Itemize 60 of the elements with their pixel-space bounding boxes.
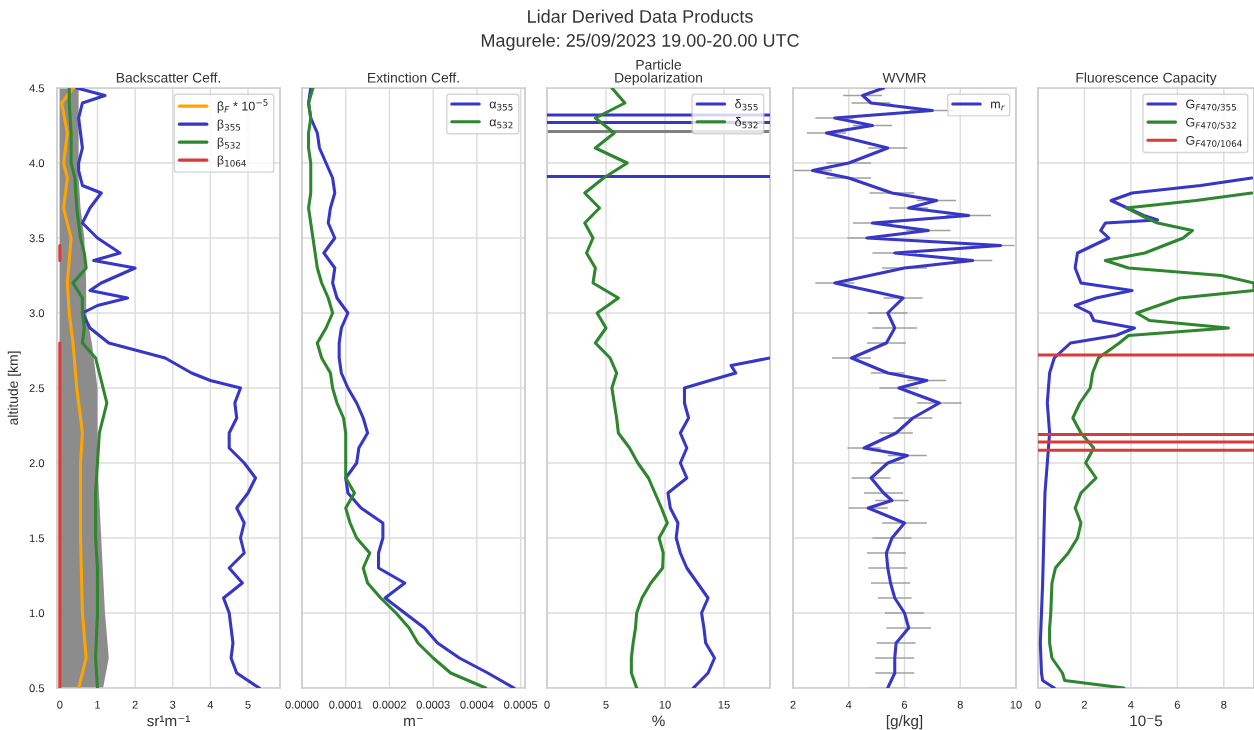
legend-label: m$_{r}$	[991, 101, 1005, 111]
legend-label: β$_{355}$	[217, 119, 241, 132]
text: Magurele: 25/09/2023 19.00-20.00 UTC	[481, 33, 799, 51]
y-tick-label: 1.0	[29, 609, 45, 618]
chart-title: Extinction Ceff.	[368, 72, 459, 83]
legend-label: G$_{F470/1064}$	[1186, 135, 1242, 148]
x-tick-label: 6	[901, 700, 908, 709]
chart-title: Backscatter Ceff.	[116, 72, 220, 83]
x-axis-title: 10⁻5	[1130, 715, 1163, 727]
legend-label: G$_{F470/532}$	[1186, 117, 1236, 130]
x-tick-label: 0.0005	[504, 700, 538, 709]
legend-label: α$_{532}$	[489, 119, 513, 129]
x-tick-label: 1	[95, 700, 101, 709]
x-tick-label: 5	[603, 700, 609, 709]
chart-title: Particle Depolarization	[615, 59, 702, 86]
x-tick-label: 0.0000	[285, 700, 319, 709]
x-tick-label: 0.0004	[460, 700, 494, 709]
legend-label: β$_{F}$ * 10$^{−5}$	[217, 99, 268, 114]
x-tick-label: 4	[1128, 700, 1134, 709]
x-tick-label: 15	[718, 700, 730, 709]
x-tick-label: 4	[845, 700, 852, 709]
chart-title: Fluorescence Capacity	[1076, 72, 1217, 86]
text: Lidar Derived Data Products	[528, 9, 753, 23]
x-tick-label: 3	[170, 700, 176, 709]
x-tick-label: 2	[1081, 700, 1087, 709]
legend-label: δ$_{355}$	[735, 99, 758, 111]
y-tick-label: 1.5	[29, 534, 45, 543]
chart-title: WVMR	[882, 72, 926, 83]
y-tick-label: 2.0	[29, 459, 45, 468]
y-axis-title: altitude [km]	[7, 351, 21, 425]
x-tick-label: 0	[544, 700, 550, 709]
x-axis-title: m⁻	[404, 717, 423, 727]
x-tick-label: 8	[957, 700, 963, 709]
legend-label: δ$_{532}$	[735, 117, 758, 129]
y-tick-label: 0.5	[29, 684, 45, 693]
x-axis-title: [g/kg]	[886, 715, 923, 730]
legend-label: β$_{1064}$	[217, 155, 246, 168]
x-tick-label: 2	[132, 700, 138, 709]
x-tick-label: 6	[1174, 700, 1180, 709]
x-axis-title: %	[652, 715, 665, 727]
x-tick-label: 5	[245, 700, 251, 709]
x-axis-title: sr¹m⁻¹	[147, 715, 191, 727]
x-tick-label: 0.0002	[372, 700, 406, 709]
y-tick-label: 2.5	[29, 384, 45, 393]
legend-label: β$_{532}$	[217, 137, 241, 150]
y-tick-label: 3.0	[29, 309, 45, 318]
x-tick-label: 10	[659, 700, 671, 709]
x-tick-label: 4	[207, 700, 214, 709]
y-tick-label: 4.0	[29, 159, 45, 168]
x-tick-label: 0.0001	[329, 700, 363, 709]
x-tick-label: 0.0003	[416, 700, 450, 709]
legend-label: α$_{355}$	[489, 101, 513, 111]
legend-label: G$_{F470/355}$	[1186, 99, 1236, 112]
x-tick-label: 0	[57, 700, 63, 709]
x-tick-label: 10	[1010, 700, 1022, 709]
x-tick-label: 2	[790, 700, 796, 709]
x-tick-label: 0	[1035, 700, 1041, 709]
y-tick-label: 3.5	[29, 234, 45, 243]
y-tick-label: 4.5	[29, 84, 45, 93]
x-tick-label: 8	[1221, 700, 1227, 709]
